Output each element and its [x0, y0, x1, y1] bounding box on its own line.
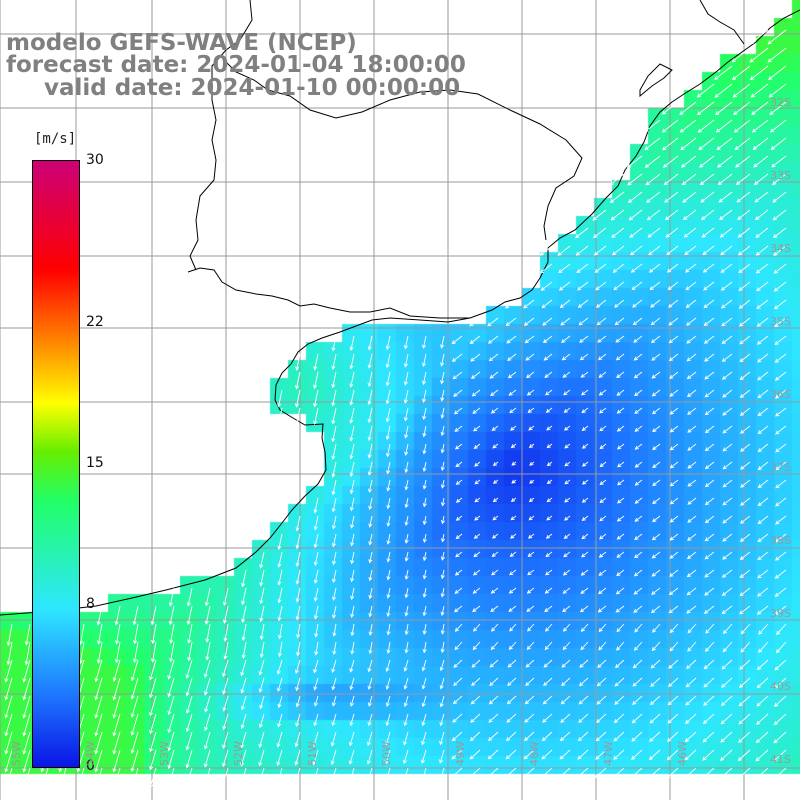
model-title: modelo GEFS-WAVE (NCEP)	[6, 30, 357, 56]
colorbar-tick-label: 15	[86, 455, 104, 471]
longitude-label: 47W	[602, 741, 615, 766]
longitude-label: 53W	[158, 741, 171, 766]
colorbar	[32, 160, 80, 768]
longitude-label: 49W	[454, 741, 467, 766]
valid-date: valid date: 2024-01-10 00:00:00	[44, 75, 461, 101]
latitude-label: 36S	[770, 388, 791, 401]
latitude-label: 40S	[770, 680, 791, 693]
colorbar-tick-label: 30	[86, 152, 104, 168]
longitude-label: 46W	[676, 741, 689, 766]
latitude-label: 39S	[770, 607, 791, 620]
colorbar-tick-label: 0	[86, 758, 95, 774]
longitude-label: 51W	[306, 741, 319, 766]
longitude-label: 55W	[10, 741, 23, 766]
colorbar-tick-label: 8	[86, 596, 95, 613]
latitude-label: 32S	[770, 96, 791, 109]
forecast-date: forecast date: 2024-01-04 18:00:00	[6, 52, 466, 78]
latitude-label: 35S	[770, 315, 791, 328]
latitude-label: 33S	[770, 169, 791, 182]
latitude-label: 38S	[770, 534, 791, 547]
latitude-label: 37S	[770, 461, 791, 474]
longitude-label: 52W	[232, 741, 245, 766]
colorbar-tick-label: 22	[86, 313, 104, 330]
latitude-label: 41S	[770, 753, 791, 766]
latitude-label: 34S	[770, 242, 791, 255]
longitude-label: 54W	[84, 741, 97, 766]
longitude-label: 50W	[380, 741, 393, 766]
colorbar-unit: [m/s]	[34, 131, 77, 147]
longitude-label: 48W	[528, 741, 541, 766]
